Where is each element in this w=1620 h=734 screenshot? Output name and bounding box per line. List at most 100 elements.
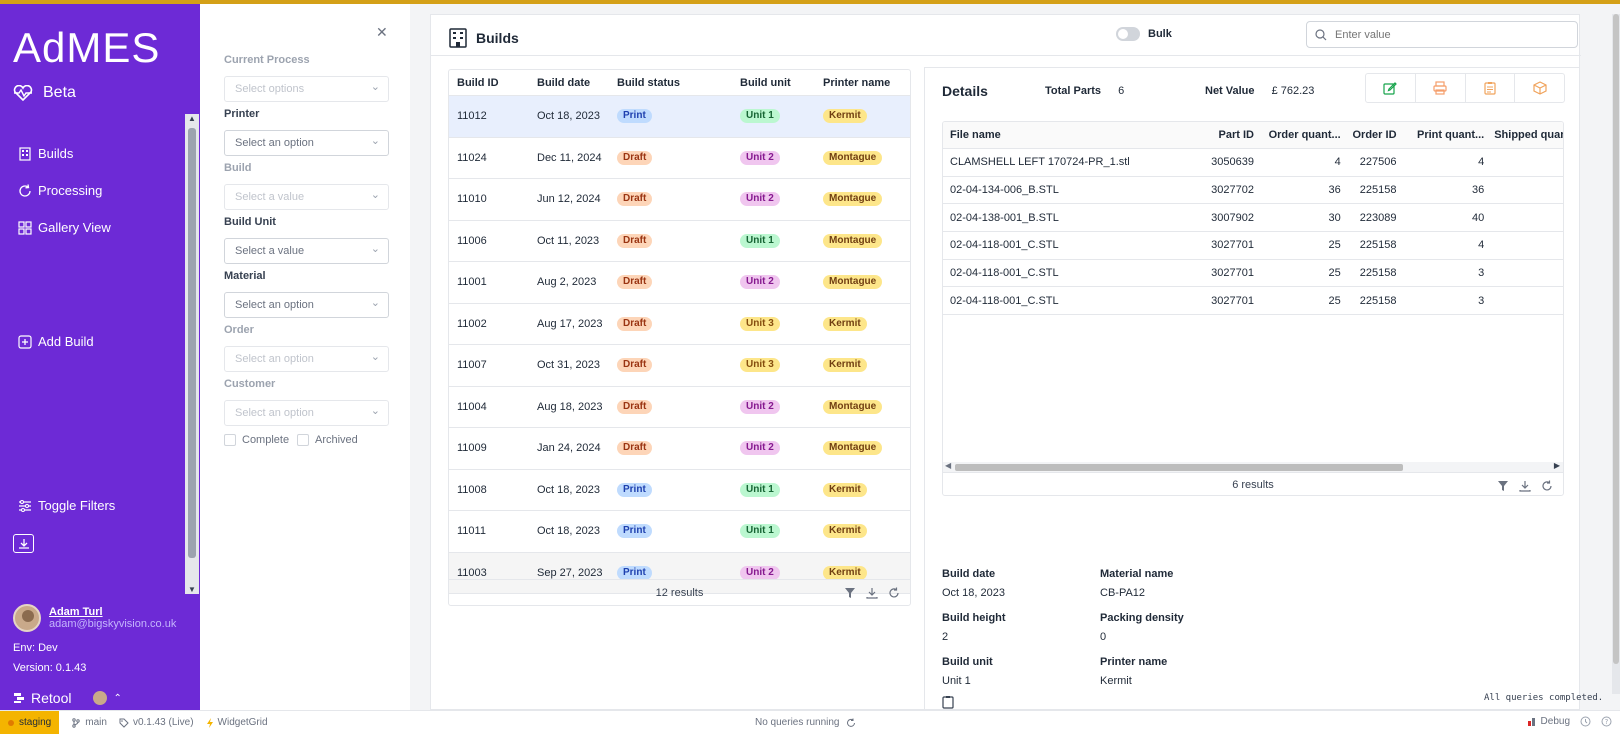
- current-process-select[interactable]: Select options: [224, 76, 389, 102]
- parts-scroll-thumb[interactable]: [955, 464, 1403, 471]
- scroll-right-icon[interactable]: ▶: [1553, 461, 1560, 470]
- col-part-id[interactable]: Part ID: [1218, 129, 1254, 141]
- table-row[interactable]: 02-04-118-001_C.STL 3027701 25 225158 4: [943, 232, 1563, 260]
- parts-table-hscrollbar[interactable]: ◀ ▶: [943, 461, 1563, 472]
- customer-label: Customer: [224, 378, 276, 390]
- table-row[interactable]: 11011 Oct 18, 2023 Print Unit 1 Kermit: [449, 511, 910, 553]
- refresh-icon[interactable]: [888, 587, 900, 599]
- table-row[interactable]: 11002 Aug 17, 2023 Draft Unit 3 Kermit: [449, 304, 910, 345]
- complete-checkbox-box[interactable]: [224, 434, 236, 446]
- col-build-unit[interactable]: Build unit: [740, 76, 791, 89]
- cell-printer-name: Montague: [815, 387, 910, 428]
- cell-file-name: 02-04-118-001_C.STL: [950, 239, 1059, 252]
- history-icon[interactable]: [1580, 716, 1591, 727]
- complete-label: Complete: [242, 434, 290, 446]
- builds-table-header: Build ID Build date Build status Build u…: [449, 70, 910, 96]
- col-build-status[interactable]: Build status: [617, 76, 680, 89]
- clipboard-button[interactable]: [1466, 74, 1516, 102]
- download-button[interactable]: [13, 534, 34, 553]
- material-name-value: CB-PA12: [1100, 587, 1146, 599]
- col-build-date[interactable]: Build date: [537, 76, 591, 89]
- table-row[interactable]: 11003 Sep 27, 2023 Print Unit 2 Kermit: [449, 552, 910, 594]
- material-select[interactable]: Select an option: [224, 292, 389, 318]
- printer-badge: Kermit: [823, 565, 867, 580]
- col-order-id[interactable]: Order ID: [1352, 129, 1397, 141]
- refresh-icon[interactable]: [1541, 480, 1553, 492]
- unit-badge: Unit 3: [740, 316, 780, 331]
- build-select[interactable]: Select a value: [224, 184, 389, 210]
- table-row[interactable]: 02-04-134-006_B.STL 3027702 36 225158 36: [943, 177, 1563, 205]
- nav-gallery-view[interactable]: Gallery View: [18, 220, 111, 235]
- table-row[interactable]: 11009 Jan 24, 2024 Draft Unit 2 Montague: [449, 428, 910, 470]
- archived-checkbox[interactable]: Archived: [297, 434, 358, 446]
- main-scroll-thumb[interactable]: [1613, 14, 1619, 664]
- small-avatar[interactable]: [93, 691, 108, 705]
- scroll-up-icon[interactable]: ▲: [188, 114, 196, 123]
- nav-processing[interactable]: Processing: [18, 183, 102, 198]
- table-row[interactable]: 11024 Dec 11, 2024 Draft Unit 2 Montague: [449, 138, 910, 179]
- printer-select[interactable]: Select an option: [224, 130, 389, 156]
- table-row[interactable]: 02-04-138-001_B.STL 3007902 30 223089 40: [943, 204, 1563, 233]
- col-shipped-quantity[interactable]: Shipped quan: [1494, 129, 1563, 141]
- col-order-quantity[interactable]: Order quant...: [1268, 129, 1341, 141]
- edit-button[interactable]: [1366, 74, 1416, 102]
- nav-add-build[interactable]: Add Build: [18, 334, 94, 349]
- printer-badge: Montague: [823, 441, 883, 456]
- search-box[interactable]: [1306, 21, 1578, 48]
- refresh-icon[interactable]: [846, 718, 856, 728]
- printer-label: Printer: [224, 108, 260, 120]
- table-row[interactable]: 02-04-118-001_C.STL 3027701 25 225158 3: [943, 287, 1563, 316]
- customer-select[interactable]: Select an option: [224, 400, 389, 426]
- archived-checkbox-box[interactable]: [297, 434, 309, 446]
- scroll-down-icon[interactable]: ▼: [188, 585, 196, 594]
- table-row[interactable]: 11001 Aug 2, 2023 Draft Unit 2 Montague: [449, 262, 910, 304]
- sidebar-scroll-thumb[interactable]: [188, 128, 196, 558]
- main-scrollbar[interactable]: [1612, 14, 1620, 694]
- cell-shipped-quantity: [1484, 204, 1563, 231]
- user-name[interactable]: Adam Turl: [49, 606, 103, 618]
- col-printer-name[interactable]: Printer name: [823, 76, 891, 89]
- sidebar-scrollbar[interactable]: ▲ ▼: [185, 114, 199, 594]
- clipboard-icon[interactable]: [942, 695, 954, 709]
- table-row[interactable]: 11008 Oct 18, 2023 Print Unit 1 Kermit: [449, 470, 910, 511]
- filter-icon[interactable]: [1497, 480, 1509, 492]
- bulk-switch[interactable]: [1116, 27, 1140, 41]
- table-row[interactable]: 11004 Aug 18, 2023 Draft Unit 2 Montague: [449, 387, 910, 428]
- package-button[interactable]: [1515, 74, 1564, 102]
- table-row[interactable]: 02-04-118-001_C.STL 3027701 25 225158 3: [943, 260, 1563, 288]
- table-row[interactable]: 11010 Jun 12, 2024 Draft Unit 2 Montague: [449, 179, 910, 221]
- help-icon[interactable]: ?: [1601, 716, 1612, 727]
- close-icon[interactable]: ✕: [376, 24, 388, 40]
- build-unit-select[interactable]: Select a value: [224, 238, 389, 264]
- col-file-name[interactable]: File name: [950, 129, 1001, 141]
- nav-builds[interactable]: Builds: [18, 146, 73, 161]
- chevron-up-icon[interactable]: ⌃: [113, 692, 122, 704]
- total-parts-value: 6: [1118, 85, 1125, 97]
- version-item[interactable]: v0.1.43 (Live): [119, 717, 194, 728]
- debug-button[interactable]: Debug: [1527, 716, 1570, 727]
- scroll-left-icon[interactable]: ◀: [945, 461, 952, 470]
- order-select[interactable]: Select an option: [224, 346, 389, 372]
- unit-badge: Unit 1: [740, 524, 780, 539]
- retool-branding[interactable]: Retool ⌃: [13, 690, 122, 706]
- branch-item[interactable]: main: [71, 717, 107, 728]
- printer-badge: Kermit: [823, 524, 867, 539]
- nav-toggle-filters[interactable]: Toggle Filters: [18, 498, 115, 513]
- builds-results-count: 12 results: [655, 586, 704, 599]
- table-row[interactable]: 11007 Oct 31, 2023 Draft Unit 3 Kermit: [449, 345, 910, 387]
- bulk-toggle[interactable]: Bulk: [1116, 27, 1172, 41]
- env-badge[interactable]: staging: [0, 710, 60, 734]
- table-row[interactable]: 11006 Oct 11, 2023 Draft Unit 1 Montague: [449, 221, 910, 262]
- filter-icon[interactable]: [844, 587, 856, 599]
- col-print-quantity[interactable]: Print quant...: [1416, 129, 1485, 141]
- print-button[interactable]: [1416, 74, 1466, 102]
- col-build-id[interactable]: Build ID: [457, 76, 499, 89]
- download-icon[interactable]: [866, 587, 878, 599]
- search-input[interactable]: [1335, 28, 1555, 41]
- complete-checkbox[interactable]: Complete: [224, 434, 289, 446]
- download-icon[interactable]: [1519, 480, 1531, 492]
- table-row[interactable]: 11012 Oct 18, 2023 Print Unit 1 Kermit: [449, 96, 910, 138]
- widget-item[interactable]: WidgetGrid: [206, 717, 268, 728]
- table-row[interactable]: CLAMSHELL LEFT 170724-PR_1.stl 3050639 4 22…: [943, 149, 1563, 177]
- net-value-amount: £ 762.23: [1271, 85, 1315, 97]
